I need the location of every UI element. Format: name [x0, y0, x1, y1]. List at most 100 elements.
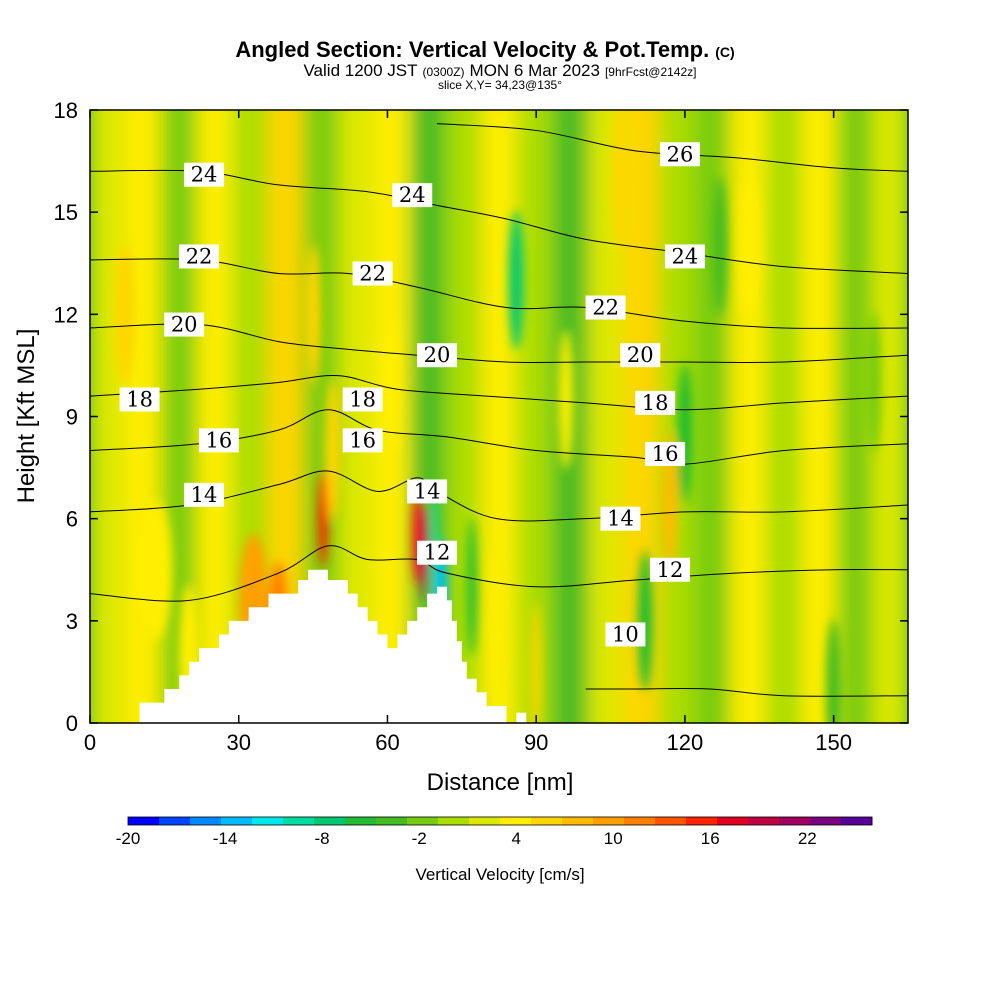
velocity-cell — [325, 380, 341, 521]
velocity-cell — [558, 329, 574, 470]
isotherm-label: 14 — [184, 482, 225, 507]
x-tick-label: 90 — [524, 730, 548, 755]
y-tick-label: 6 — [66, 507, 78, 532]
colorbar-tick-label: -8 — [315, 829, 330, 848]
terrain-mask — [90, 569, 908, 723]
velocity-cell — [826, 618, 842, 723]
velocity-cell — [508, 210, 524, 351]
isotherm-label: 10 — [605, 622, 646, 647]
svg-text:10: 10 — [612, 622, 639, 646]
colorbar-swatch — [531, 817, 563, 825]
colorbar-swatch — [686, 817, 718, 825]
velocity-cell — [318, 470, 328, 567]
colorbar-swatch — [717, 817, 749, 825]
isotherm-line — [90, 169, 908, 274]
velocity-band — [765, 110, 802, 723]
svg-text:14: 14 — [191, 483, 218, 507]
isotherm-label: 24 — [184, 162, 225, 187]
colorbar-swatch — [283, 817, 315, 825]
isotherm-label: 22 — [352, 261, 393, 286]
x-axis: 0 30 60 90 120 150 — [84, 110, 852, 755]
velocity-cell — [114, 244, 135, 385]
isotherm-line — [90, 375, 908, 411]
colorbar-swatch — [624, 817, 656, 825]
isotherm-label: 12 — [417, 540, 458, 565]
colorbar-tick-label: 4 — [511, 829, 520, 848]
svg-text:16: 16 — [652, 442, 679, 466]
colorbar-swatch — [469, 817, 501, 825]
svg-text:20: 20 — [627, 343, 654, 367]
colorbar-swatch — [748, 817, 780, 825]
plot-area: 10 12 14 16 18 20 22 24 26 24 22 20 18 16 14 24 22 20 18 16… — [90, 110, 908, 723]
isotherm-label: 16 — [645, 441, 686, 466]
colorbar: -20 -14 -8 -2 4 10 16 22 — [116, 816, 873, 848]
velocity-cell — [662, 431, 678, 572]
velocity-band — [801, 110, 837, 723]
isotherm-label: 24 — [664, 244, 705, 269]
colorbar-tick-label: -2 — [412, 829, 427, 848]
svg-text:24: 24 — [672, 244, 699, 268]
slice-label: slice X,Y= 34,23@135° — [438, 78, 562, 92]
isotherm-label: 20 — [620, 343, 661, 368]
colorbar-swatch — [655, 817, 687, 825]
colorbar-swatch — [314, 817, 346, 825]
svg-text:20: 20 — [424, 343, 451, 367]
svg-text:24: 24 — [191, 163, 218, 187]
colorbar-swatch — [500, 817, 532, 825]
svg-text:18: 18 — [126, 387, 153, 411]
isotherm-label: 16 — [198, 428, 239, 453]
isotherm-line — [90, 545, 908, 602]
velocity-cell — [384, 312, 400, 453]
colorbar-tick-label: 22 — [798, 829, 817, 848]
x-axis-label: Distance [nm] — [427, 769, 574, 796]
svg-text:16: 16 — [206, 428, 233, 452]
y-axis: 0 3 6 9 12 15 18 — [54, 98, 908, 736]
isotherm-line — [90, 409, 908, 465]
colorbar-swatch — [407, 817, 439, 825]
velocity-band — [694, 110, 731, 723]
isotherm-line — [90, 323, 908, 364]
x-tick-label: 60 — [375, 730, 399, 755]
svg-text:22: 22 — [186, 244, 213, 268]
chart-title: Angled Section: Vertical Velocity & Pot.… — [235, 37, 734, 62]
velocity-band — [836, 110, 873, 723]
colorbar-tick-label: -20 — [116, 829, 141, 848]
colorbar-swatch — [221, 817, 253, 825]
colorbar-swatch — [252, 817, 284, 825]
colorbar-label: Vertical Velocity [cm/s] — [415, 865, 584, 884]
svg-text:20: 20 — [171, 313, 198, 337]
isotherm-line — [90, 258, 908, 329]
colorbar-swatch — [190, 817, 222, 825]
velocity-band — [196, 110, 233, 723]
isotherm-label: 26 — [659, 142, 700, 167]
velocity-cell — [305, 244, 321, 385]
isotherm-label: 18 — [635, 390, 676, 415]
svg-text:18: 18 — [642, 391, 669, 415]
isotherm-label: 18 — [119, 387, 160, 412]
colorbar-swatch — [810, 817, 842, 825]
velocity-cell — [712, 176, 728, 317]
colorbar-tick-label: -14 — [213, 829, 238, 848]
y-tick-label: 12 — [54, 302, 78, 327]
y-tick-label: 3 — [66, 609, 78, 634]
velocity-cell — [677, 363, 693, 504]
isotherm-label: 20 — [417, 343, 458, 368]
isotherm-label: 22 — [585, 295, 626, 320]
colorbar-tick-label: 10 — [604, 829, 623, 848]
isotherm-label: 22 — [179, 244, 220, 269]
chart-subtitle: Valid 1200 JST (0300Z) MON 6 Mar 2023 [9hrF… — [303, 61, 696, 80]
velocity-cell — [739, 176, 760, 317]
colorbar-swatch — [562, 817, 594, 825]
svg-text:18: 18 — [349, 387, 376, 411]
velocity-cell — [491, 550, 502, 691]
svg-text:14: 14 — [414, 479, 441, 503]
y-tick-label: 15 — [54, 200, 78, 225]
colorbar-swatch — [345, 817, 377, 825]
x-tick-label: 120 — [667, 730, 704, 755]
colorbar-tick-label: 16 — [701, 829, 720, 848]
svg-text:26: 26 — [667, 142, 694, 166]
isotherm-line — [585, 687, 908, 697]
svg-text:22: 22 — [592, 296, 619, 320]
x-tick-label: 150 — [815, 730, 852, 755]
